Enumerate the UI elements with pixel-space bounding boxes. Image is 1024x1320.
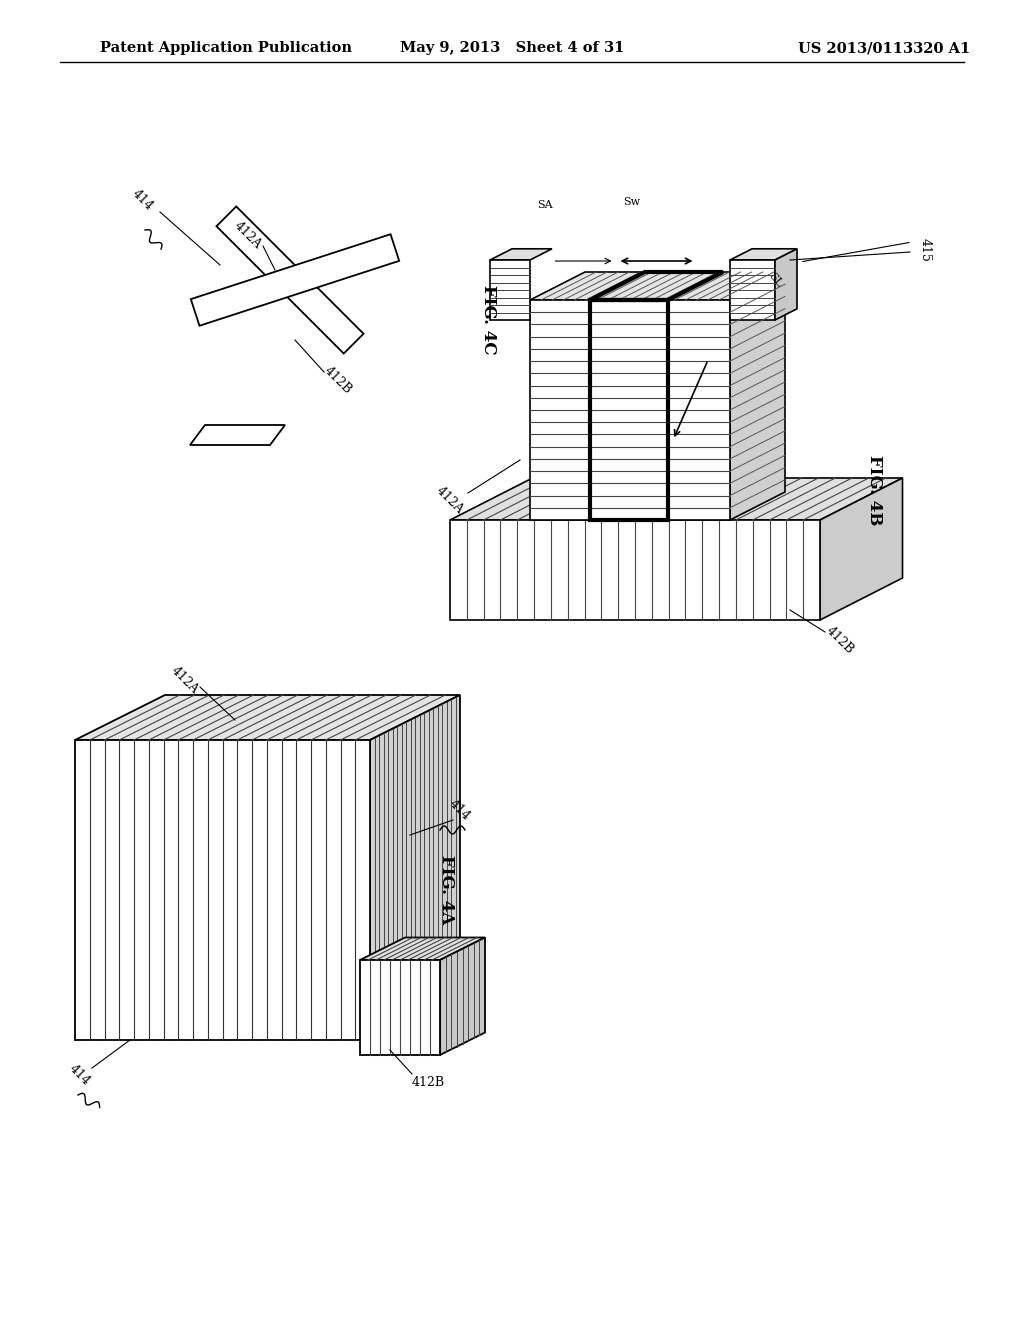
Polygon shape (450, 478, 902, 520)
Polygon shape (440, 937, 485, 1055)
Polygon shape (370, 696, 460, 1040)
Polygon shape (360, 937, 485, 960)
Text: Patent Application Publication: Patent Application Publication (100, 41, 352, 55)
Text: 412B: 412B (322, 364, 354, 396)
Text: 412B: 412B (412, 1076, 444, 1089)
Text: FIG. 4A: FIG. 4A (438, 855, 456, 924)
Polygon shape (75, 696, 460, 741)
Polygon shape (730, 260, 775, 319)
Polygon shape (820, 478, 902, 620)
Polygon shape (450, 520, 820, 620)
Text: 412B: 412B (823, 623, 856, 656)
Text: 414: 414 (446, 797, 473, 824)
Polygon shape (490, 248, 552, 260)
Text: 414: 414 (67, 1061, 93, 1088)
Text: FIG. 4B: FIG. 4B (866, 455, 884, 525)
Text: SL: SL (766, 271, 783, 289)
Text: US 2013/0113320 A1: US 2013/0113320 A1 (798, 41, 970, 55)
Polygon shape (730, 248, 797, 260)
Text: SA: SA (538, 201, 553, 210)
Polygon shape (775, 248, 797, 319)
Polygon shape (75, 741, 370, 1040)
Text: FIG. 4C: FIG. 4C (479, 285, 497, 355)
Polygon shape (530, 300, 730, 520)
Text: 412A: 412A (231, 219, 264, 251)
Text: May 9, 2013   Sheet 4 of 31: May 9, 2013 Sheet 4 of 31 (399, 41, 625, 55)
Polygon shape (190, 425, 285, 445)
Text: 415: 415 (919, 238, 932, 261)
Text: 414: 414 (130, 187, 156, 213)
Polygon shape (530, 272, 785, 300)
Polygon shape (190, 234, 399, 326)
Polygon shape (216, 206, 364, 354)
Text: Sw: Sw (624, 197, 641, 207)
Polygon shape (730, 272, 785, 520)
Polygon shape (360, 960, 440, 1055)
Polygon shape (490, 260, 530, 319)
Text: 412A: 412A (169, 664, 202, 696)
Text: 412A: 412A (434, 484, 466, 516)
